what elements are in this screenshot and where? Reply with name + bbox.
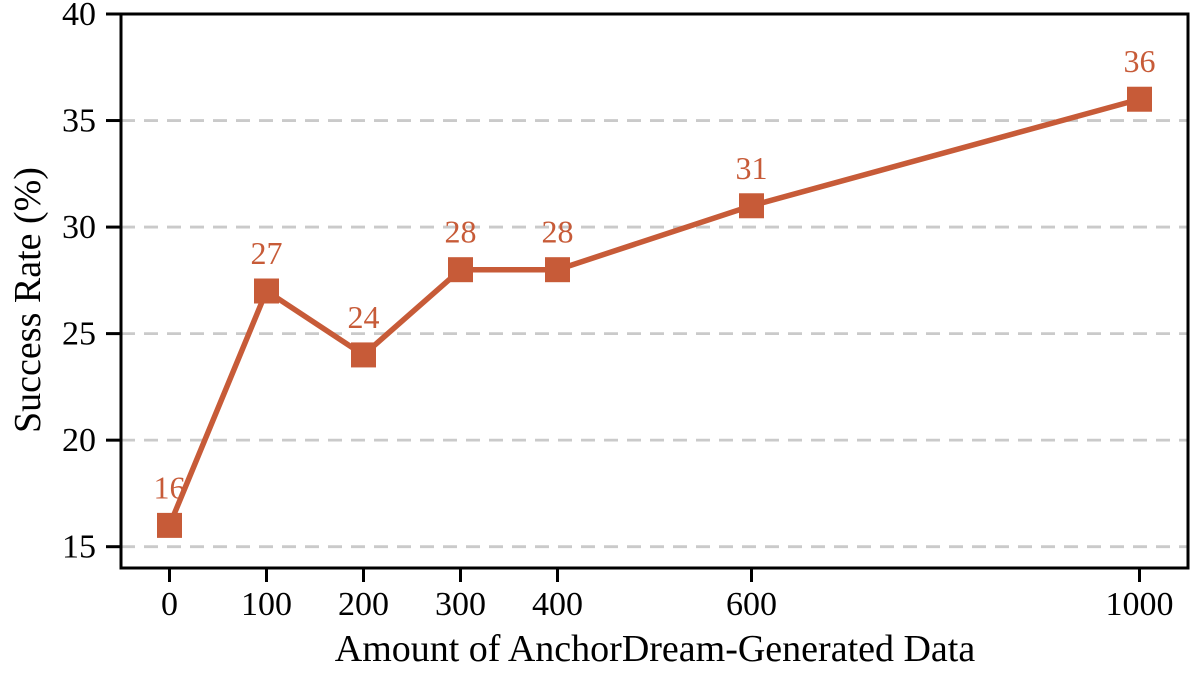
x-tick-label: 300 (435, 586, 486, 623)
y-tick-label: 40 (62, 0, 96, 33)
data-point-marker (448, 257, 473, 283)
data-point-marker (1127, 86, 1152, 112)
x-tick-label: 600 (726, 586, 777, 623)
data-point-marker (545, 257, 570, 283)
x-axis-title: Amount of AnchorDream-Generated Data (335, 628, 976, 670)
data-point-marker (739, 193, 764, 219)
plot-frame (119, 12, 1190, 570)
data-point-label: 28 (542, 214, 574, 250)
axis-ticks (106, 12, 1141, 582)
x-tick-label: 200 (338, 586, 389, 623)
y-tick-label: 20 (62, 422, 96, 459)
data-point-marker (157, 512, 182, 538)
x-tick-label: 1000 (1106, 586, 1174, 623)
series (157, 86, 1152, 538)
series-line (166, 96, 1141, 527)
data-point-label: 31 (736, 150, 768, 186)
data-point-label: 24 (348, 299, 380, 335)
data-point-label: 27 (251, 235, 283, 271)
axis-tick-labels: 0 100 200 300 400 600 1000 15 20 25 30 35 40 (62, 0, 1174, 623)
plot-border (119, 12, 1190, 570)
y-tick-label: 35 (62, 103, 96, 140)
y-tick-label: 15 (62, 529, 96, 566)
data-point-marker (254, 278, 279, 304)
data-point-marker (351, 342, 376, 368)
data-point-label: 36 (1124, 43, 1156, 79)
data-point-label: 28 (445, 214, 477, 250)
x-tick-label: 100 (241, 586, 292, 623)
y-tick-label: 30 (62, 209, 96, 246)
gridlines (121, 119, 1188, 549)
y-tick-label: 25 (62, 316, 96, 353)
x-tick-label: 0 (161, 586, 178, 623)
x-tick-label: 400 (532, 586, 583, 623)
y-axis-title: Success Rate (%) (7, 167, 49, 433)
